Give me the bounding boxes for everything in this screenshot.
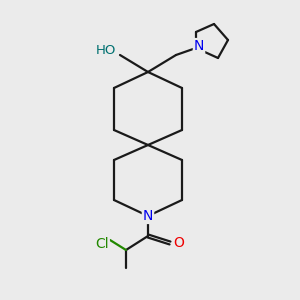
Text: HO: HO <box>96 44 116 58</box>
Text: Cl: Cl <box>95 237 109 251</box>
Text: N: N <box>143 209 153 223</box>
Text: N: N <box>194 39 204 53</box>
Text: O: O <box>174 236 184 250</box>
